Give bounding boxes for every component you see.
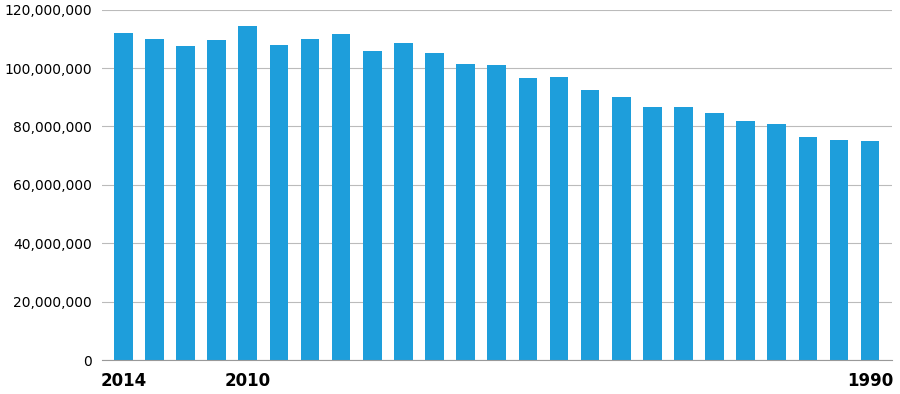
Bar — [332, 35, 350, 360]
Bar — [488, 65, 506, 360]
Bar — [238, 26, 257, 360]
Bar — [768, 124, 786, 360]
Bar — [270, 45, 288, 360]
Bar — [176, 46, 195, 360]
Bar — [706, 113, 724, 360]
Bar — [518, 78, 537, 360]
Bar — [301, 39, 320, 360]
Bar — [798, 137, 817, 360]
Bar — [736, 121, 755, 360]
Bar — [363, 50, 382, 360]
Bar — [830, 139, 849, 360]
Bar — [580, 90, 599, 360]
Bar — [145, 39, 164, 360]
Bar — [643, 108, 662, 360]
Bar — [425, 54, 444, 360]
Bar — [612, 97, 631, 360]
Bar — [674, 108, 693, 360]
Bar — [550, 77, 568, 360]
Bar — [394, 43, 413, 360]
Bar — [207, 40, 226, 360]
Bar — [114, 33, 132, 360]
Bar — [860, 141, 879, 360]
Bar — [456, 64, 475, 360]
